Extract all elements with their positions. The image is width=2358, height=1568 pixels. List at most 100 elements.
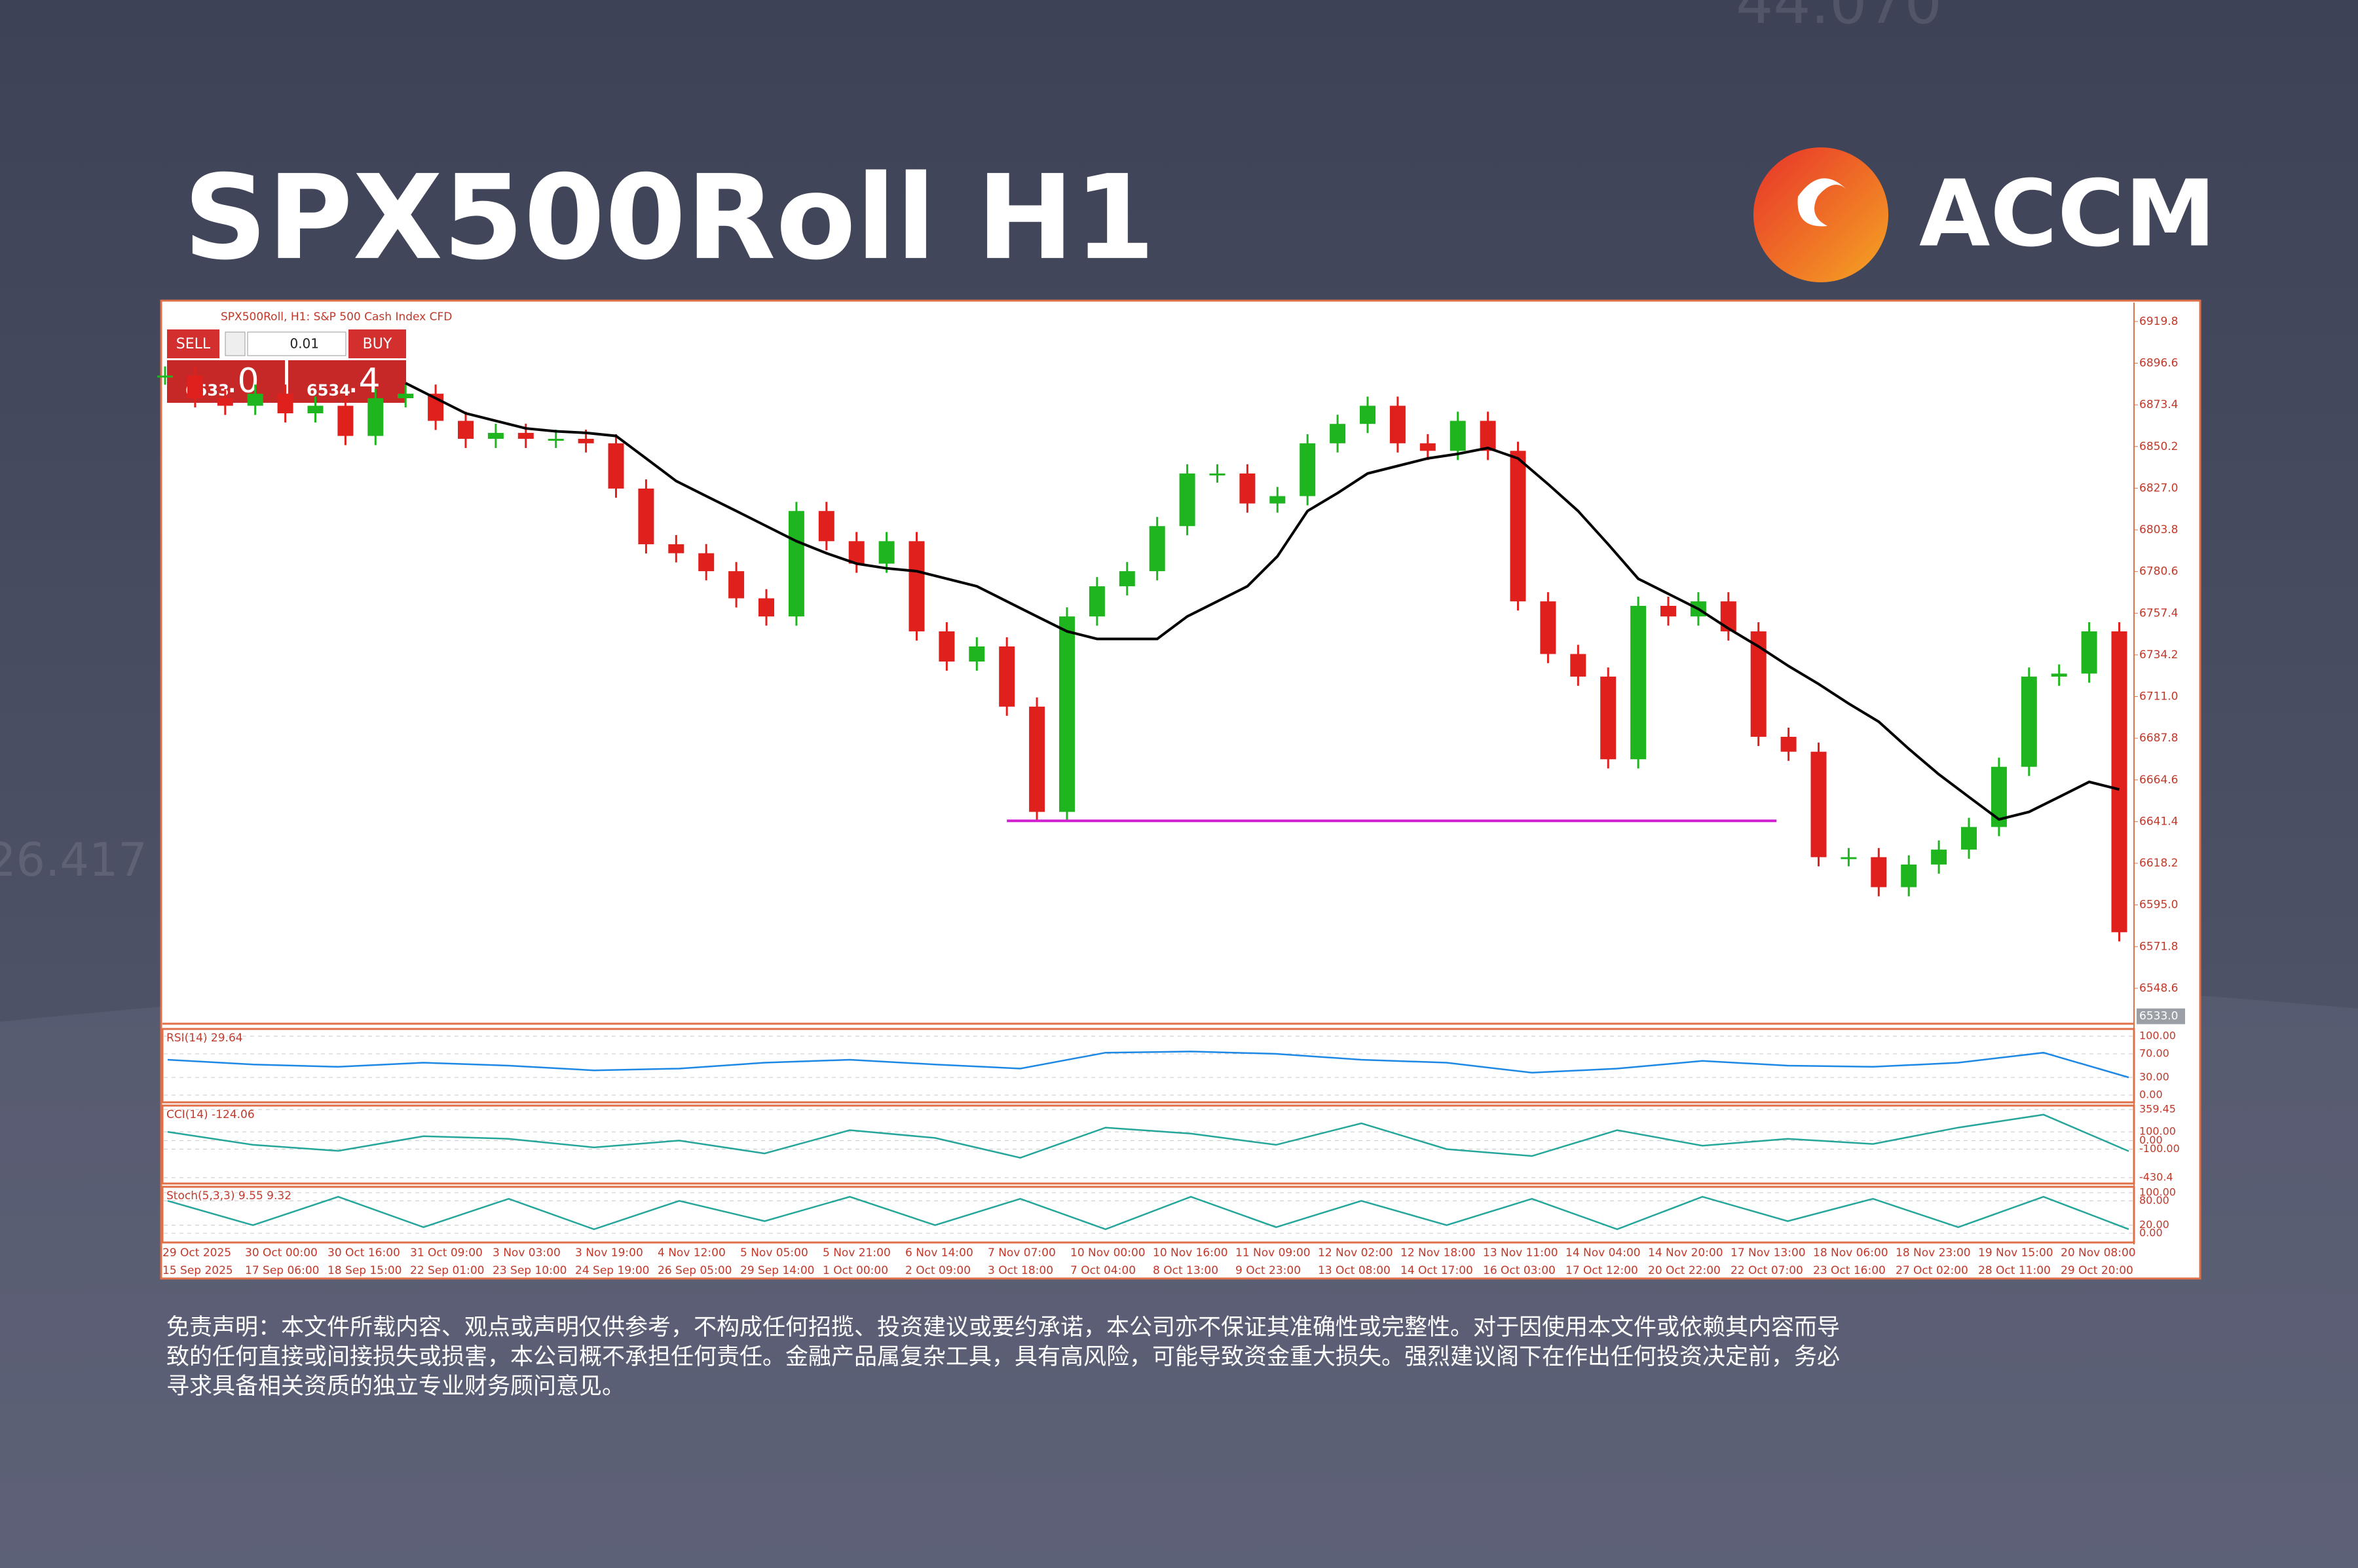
x-tick-label: 12 Nov 02:00 [1318,1246,1393,1260]
x-tick-label: 8 Oct 13:00 [1153,1264,1218,1277]
disclaimer-line: 致的任何直接或间接损失或损害，本公司概不承担任何责任。金融产品属复杂工具，具有高… [166,1344,1840,1370]
candle [217,398,233,406]
buy-price-box[interactable] [288,360,406,403]
y-tick-label: 6780.6 [2139,565,2178,578]
candle [1600,677,1617,760]
x-tick-label: 11 Nov 09:00 [1235,1246,1311,1260]
x-tick-label: 18 Nov 23:00 [1896,1246,1971,1260]
background-number: 26.417 [0,833,147,887]
candle [848,541,865,564]
x-tick-label: 30 Oct 16:00 [328,1246,400,1260]
y-tick-label: 6664.6 [2139,774,2178,787]
y-tick-label: 6595.0 [2139,899,2178,912]
x-tick-label: 5 Nov 05:00 [740,1246,808,1260]
last-price-label: 6533.0 [2139,1010,2178,1023]
y-tick-label: -430.4 [2139,1171,2173,1184]
buy-price: 6534 [307,381,350,400]
volume-down[interactable] [225,331,246,356]
candle [2021,677,2037,767]
sell-button[interactable] [167,329,219,358]
candle [969,646,985,662]
x-tick-label: 15 Sep 2025 [162,1264,233,1277]
candle [1961,827,1977,850]
x-tick-label: 27 Oct 02:00 [1896,1264,1968,1277]
sell-label: SELL [176,336,211,352]
y-tick-label: 0.00 [2139,1134,2163,1146]
x-tick-label: 30 Oct 00:00 [245,1246,318,1260]
y-tick-label: 6548.6 [2139,982,2178,995]
x-tick-label: 23 Sep 10:00 [493,1264,567,1277]
x-tick-label: 14 Nov 20:00 [1648,1246,1723,1260]
logo-mark [1753,147,1888,282]
x-tick-label: 29 Oct 2025 [162,1246,231,1260]
indicator-pane [161,1185,2135,1244]
y-tick-label: 6919.8 [2139,315,2178,328]
candle [487,432,504,439]
candle [1300,443,1316,496]
y-tick-label: 0.00 [2139,1089,2163,1101]
candle [517,432,534,439]
indicator-label: RSI(14) 29.64 [166,1032,243,1045]
logo-text: ACCM [1919,161,2216,268]
last-price-box [2137,1008,2185,1024]
x-tick-label: 9 Oct 23:00 [1235,1264,1301,1277]
y-tick-label: 6711.0 [2139,690,2178,703]
chart-panel [160,299,2201,1280]
candle [1720,601,1736,631]
candle [2051,673,2067,677]
x-tick-label: 3 Nov 03:00 [493,1246,561,1260]
x-tick-label: 18 Sep 15:00 [328,1264,402,1277]
y-tick-label: 6618.2 [2139,857,2178,870]
indicator-label: CCI(14) -124.06 [166,1108,255,1121]
candle [1059,616,1075,812]
indicator-line [167,1051,2129,1079]
candle [1901,864,1917,887]
trade-panel: SELL 0.01 BUY 6533 .0 6534 .4 [167,329,406,403]
candle [1660,606,1676,617]
x-tick-label: 13 Nov 11:00 [1483,1246,1558,1260]
candle [1780,736,1797,752]
x-tick-label: 18 Nov 06:00 [1813,1246,1888,1260]
y-tick-label: 6827.0 [2139,481,2178,495]
candle [1089,586,1105,617]
candle [758,598,774,617]
candle [638,488,654,544]
buy-button[interactable] [348,329,406,358]
candle [1360,405,1376,424]
candle [1209,473,1226,476]
y-tick-label: 6687.8 [2139,732,2178,745]
candle [878,541,895,564]
x-tick-label: 23 Oct 16:00 [1813,1264,1886,1277]
logo: ACCM [1753,147,2216,282]
buy-label: BUY [363,336,392,352]
x-tick-label: 3 Oct 18:00 [988,1264,1053,1277]
disclaimer-line: 免责声明：本文件所载内容、观点或声明仅供参考，不构成任何招揽、投资建议或要约承诺… [166,1315,1840,1341]
x-tick-label: 7 Oct 04:00 [1070,1264,1136,1277]
y-tick-label: 6734.2 [2139,648,2178,662]
candle [1269,496,1286,504]
candle [548,438,564,441]
background-number: 44.070 [1736,0,1942,37]
y-tick-label: 20.00 [2139,1218,2169,1231]
candle [1841,857,1857,859]
candle [157,375,173,378]
y-tick-label: 6896.6 [2139,357,2178,370]
x-tick-label: 7 Nov 07:00 [988,1246,1056,1260]
candle [2081,631,2097,674]
indicator-line [167,1113,2129,1159]
candle [1119,571,1135,587]
candle [788,511,804,617]
y-tick-label: 100.00 [2139,1030,2176,1042]
indicator-line [167,1195,2129,1231]
candle [1419,443,1436,451]
candle [458,420,474,439]
x-tick-label: 16 Oct 03:00 [1483,1264,1556,1277]
x-tick-label: 20 Nov 08:00 [2061,1246,2136,1260]
x-tick-label: 31 Oct 09:00 [410,1246,483,1260]
candle [698,553,715,572]
disclaimer-line: 寻求具备相关资质的独立专业财务顾问意见。 [166,1373,625,1400]
volume-input[interactable] [247,331,346,356]
candle [1480,420,1496,451]
candle [1630,606,1647,760]
